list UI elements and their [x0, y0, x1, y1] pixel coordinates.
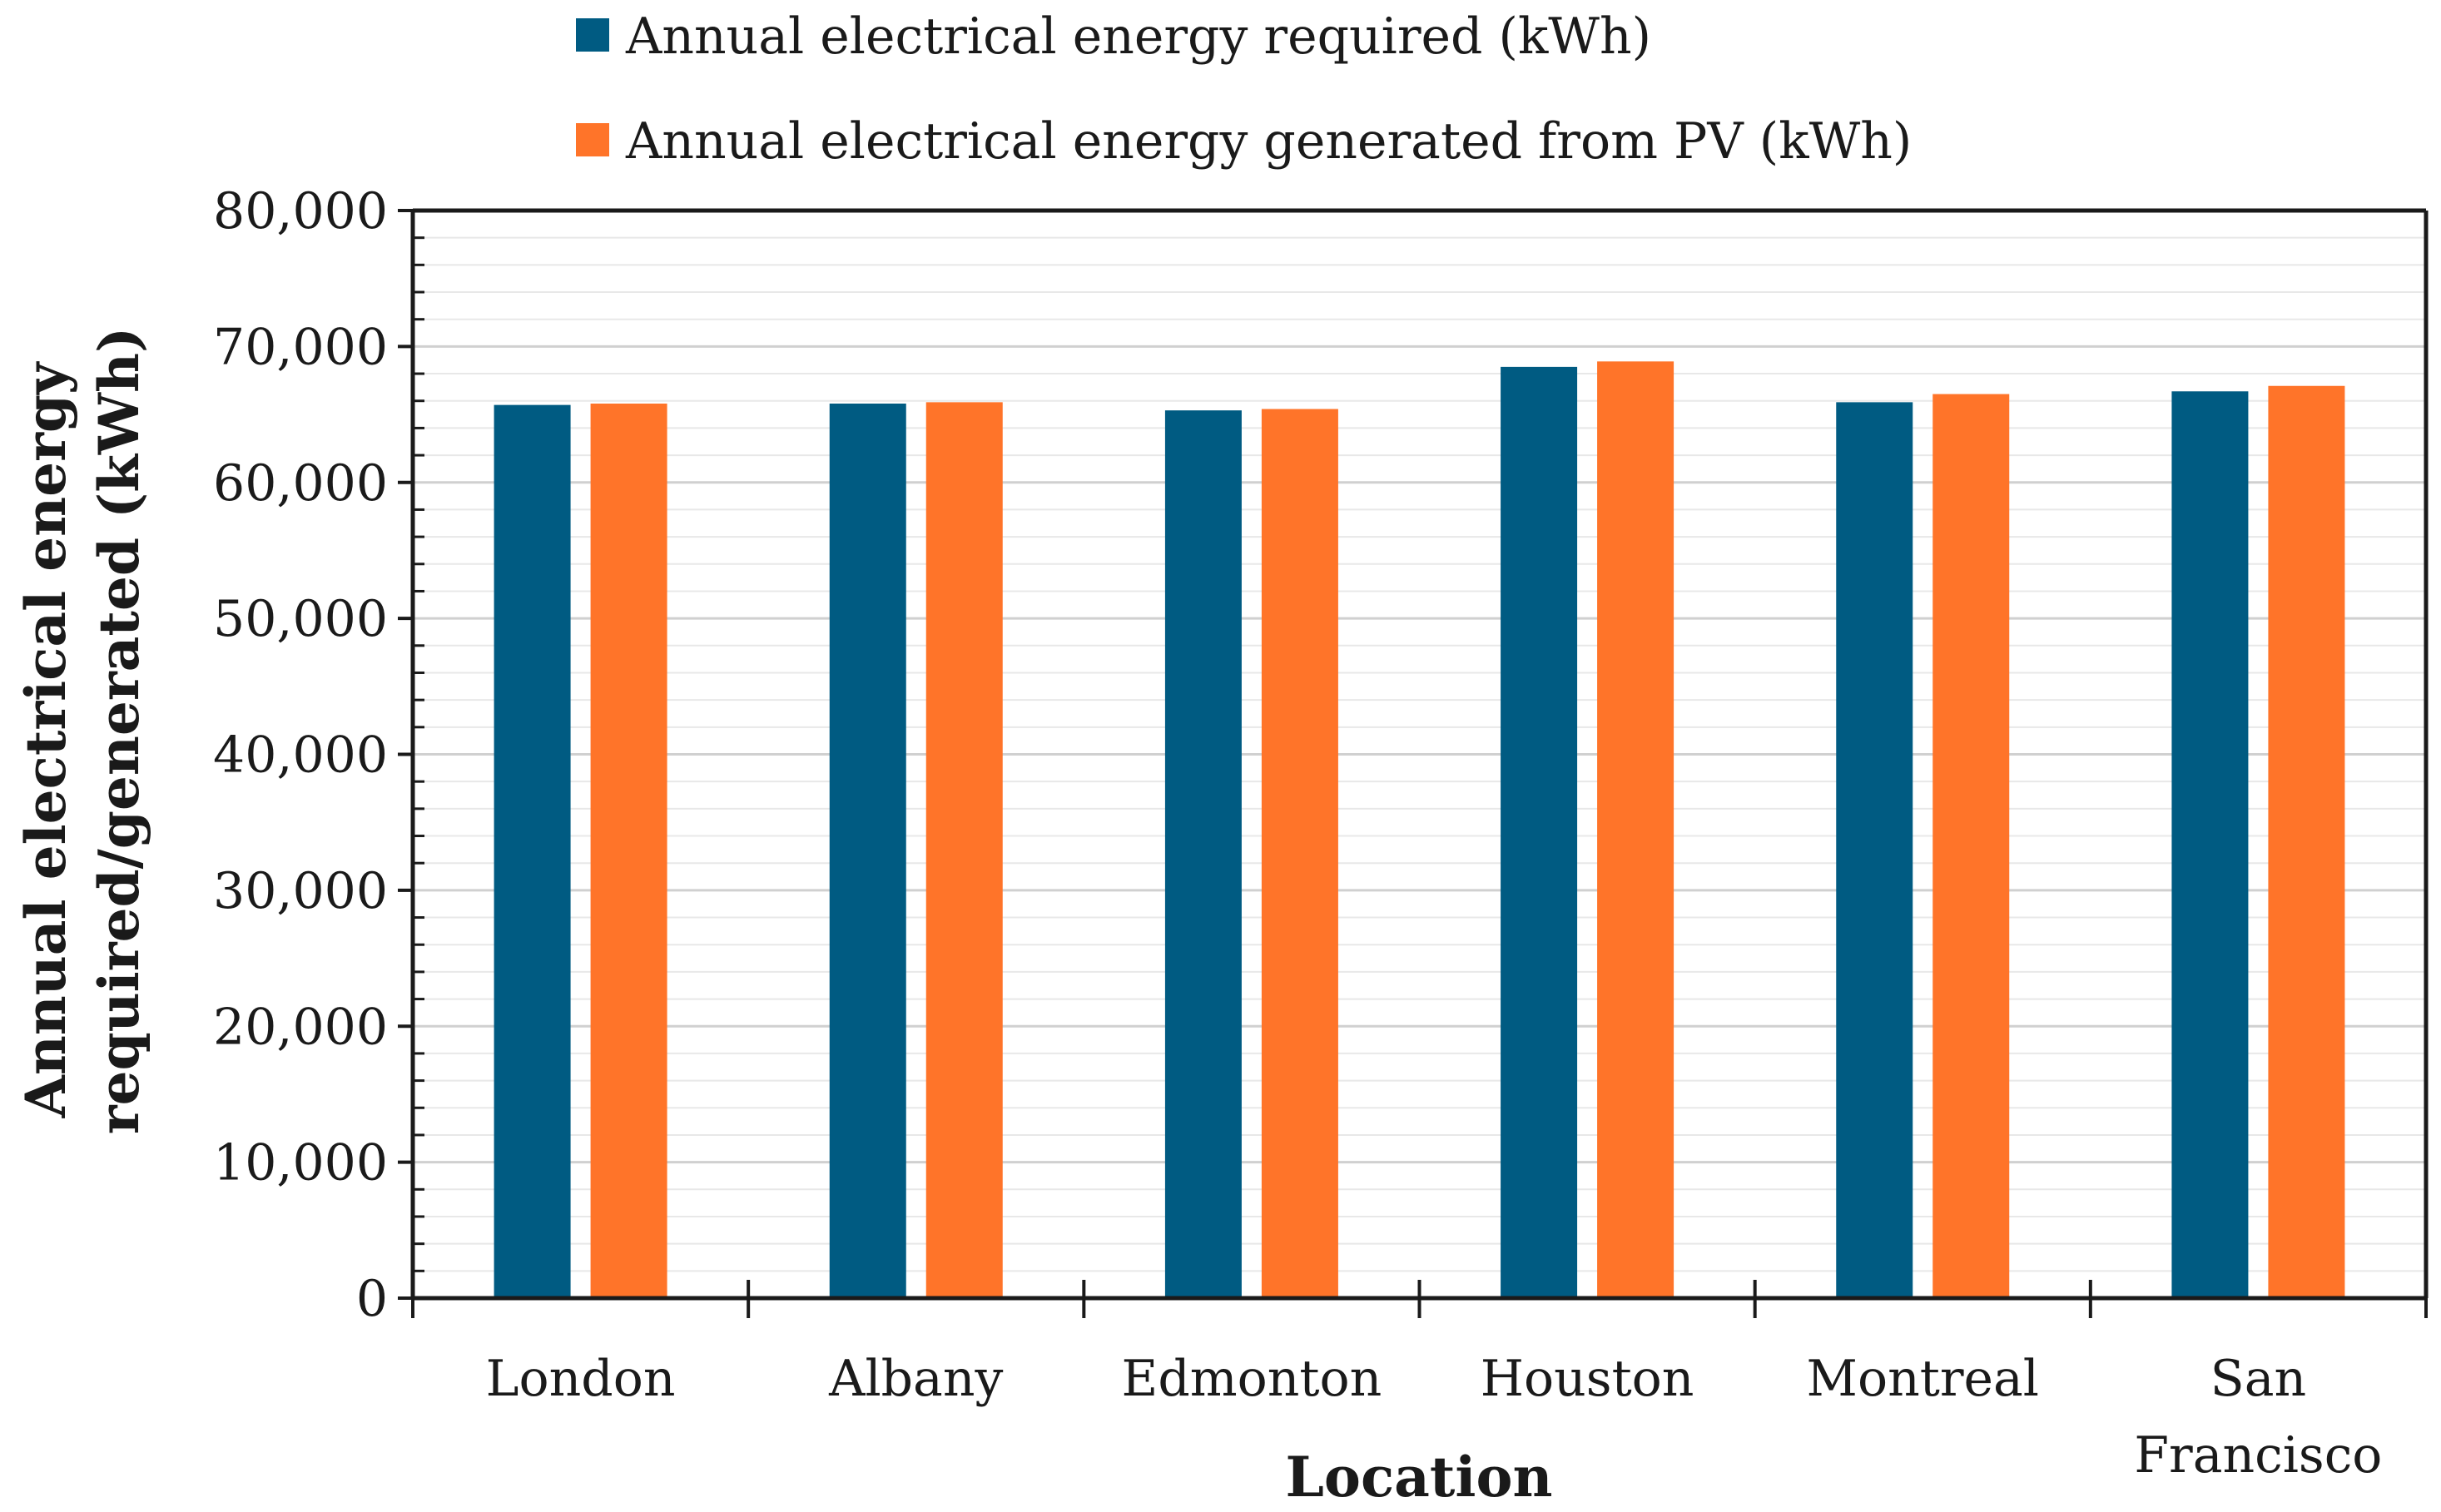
- x-axis-ticks: London Albany Edmonton Houston Montreal San Fr…: [486, 1350, 2383, 1485]
- bar-required-3: [1501, 366, 1578, 1299]
- y-tick-label: 40,000: [213, 726, 388, 785]
- bar-required-2: [1164, 410, 1242, 1298]
- bar-required-5: [2171, 391, 2249, 1298]
- x-tick-label: Montreal: [1807, 1350, 2039, 1408]
- y-axis-title-line-2: required/generated (kWh): [87, 327, 151, 1135]
- y-tick-label: 10,000: [213, 1134, 388, 1192]
- bars: [494, 361, 2345, 1299]
- bar-generated-1: [925, 402, 1003, 1298]
- bar-required-4: [1836, 402, 1913, 1298]
- bar-generated-5: [2268, 385, 2345, 1298]
- y-tick-label: 50,000: [213, 590, 388, 648]
- x-tick-label-line: Houston: [1481, 1350, 1694, 1408]
- bar-generated-2: [1261, 409, 1338, 1299]
- axes: [398, 208, 2429, 1318]
- bar-required-1: [829, 403, 906, 1299]
- legend: Annual electrical energy required (kWh) A…: [576, 7, 1912, 171]
- y-tick-label: 0: [356, 1270, 388, 1328]
- y-tick-label: 70,000: [213, 318, 388, 376]
- x-tick-label: San Francisco: [2134, 1350, 2382, 1485]
- bar-generated-3: [1597, 361, 1674, 1299]
- legend-swatch-1: [576, 123, 609, 156]
- x-tick-label-line: Montreal: [1807, 1350, 2039, 1408]
- y-axis-title: Annual electrical energy required/genera…: [13, 327, 151, 1135]
- x-tick-label-line: Edmonton: [1122, 1350, 1382, 1408]
- x-tick-label: Albany: [828, 1350, 1003, 1408]
- bar-generated-0: [590, 403, 667, 1299]
- legend-label-0: Annual electrical energy required (kWh): [625, 7, 1651, 66]
- x-tick-label-line: London: [486, 1350, 676, 1408]
- y-tick-label: 60,000: [213, 454, 388, 513]
- y-axis-title-line-1: Annual electrical energy: [13, 361, 78, 1118]
- x-tick-label-line: Albany: [828, 1350, 1003, 1408]
- y-tick-label: 80,000: [213, 182, 388, 240]
- x-tick-label-line: Francisco: [2134, 1426, 2382, 1485]
- bar-required-0: [494, 404, 571, 1299]
- x-axis-title: Location: [1286, 1445, 1553, 1510]
- y-axis-ticks: 0 10,000 20,000 30,000 40,000 50,000 60,000 70,…: [213, 182, 388, 1328]
- bar-generated-4: [1932, 394, 2010, 1298]
- y-tick-label: 20,000: [213, 998, 388, 1056]
- y-tick-label: 30,000: [213, 862, 388, 920]
- x-tick-label: Edmonton: [1122, 1350, 1382, 1408]
- x-tick-label: London: [486, 1350, 676, 1408]
- legend-label-1: Annual electrical energy generated from …: [625, 112, 1912, 171]
- gridlines: [413, 209, 2426, 1272]
- x-tick-label: Houston: [1481, 1350, 1694, 1408]
- x-tick-label-line: San: [2210, 1350, 2307, 1408]
- legend-swatch-0: [576, 18, 609, 52]
